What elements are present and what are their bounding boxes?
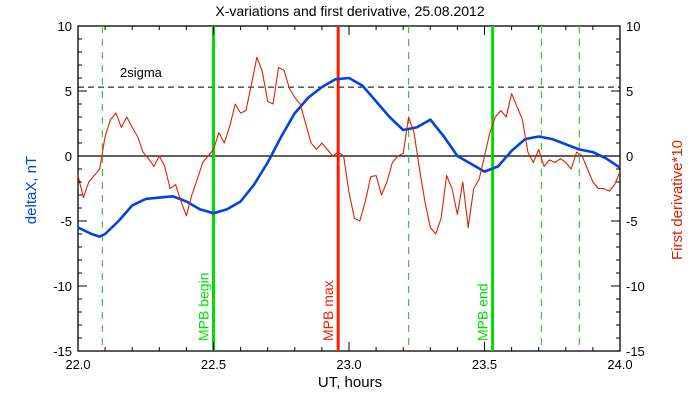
- series-deltaX: [77, 76, 621, 238]
- marker-label: MPB max: [320, 280, 336, 341]
- y-tick-label-right: -10: [626, 279, 645, 294]
- reference-lines: [78, 86, 620, 157]
- axis-ticks: [77, 25, 621, 352]
- y-tick-label-right: -5: [626, 214, 638, 229]
- x-axis-title: UT, hours: [318, 374, 382, 391]
- y-tick-label-left: 0: [65, 149, 72, 164]
- y-tick-label-right: 5: [626, 84, 633, 99]
- y-tick-label-left: -10: [53, 279, 72, 294]
- x-tick-label: 24.0: [607, 357, 632, 372]
- marker-label: MPB end: [475, 283, 491, 341]
- marker-label: MPB begin: [196, 273, 212, 341]
- vertical-markers: [101, 26, 580, 351]
- y-tick-label-right: 0: [626, 149, 633, 164]
- y-tick-label-right: -15: [626, 344, 645, 359]
- y-tick-label-left: 10: [58, 19, 72, 34]
- tick-labels: MPB begin MPB max MPB end 10 10 5 5 0 0 -5 -5 -10 -1…: [53, 19, 645, 372]
- threshold-label: 2sigma: [120, 65, 163, 80]
- series-derivative: [77, 56, 621, 235]
- x-tick-label: 23.0: [336, 357, 361, 372]
- y-tick-label-left: -15: [53, 344, 72, 359]
- right-axis-title: First derivative*10: [669, 140, 686, 260]
- y-tick-label-right: 10: [626, 19, 640, 34]
- series-lines: [77, 56, 621, 238]
- x-tick-label: 22.5: [201, 357, 226, 372]
- x-tick-label: 22.0: [65, 357, 90, 372]
- y-tick-label-left: 5: [65, 84, 72, 99]
- left-axis-title: deltaX, nT: [23, 156, 40, 224]
- y-tick-label-left: -5: [60, 214, 72, 229]
- x-tick-label: 23.5: [472, 357, 497, 372]
- chart-title: X-variations and first derivative, 25.08…: [215, 3, 484, 19]
- plot-area: [77, 25, 621, 352]
